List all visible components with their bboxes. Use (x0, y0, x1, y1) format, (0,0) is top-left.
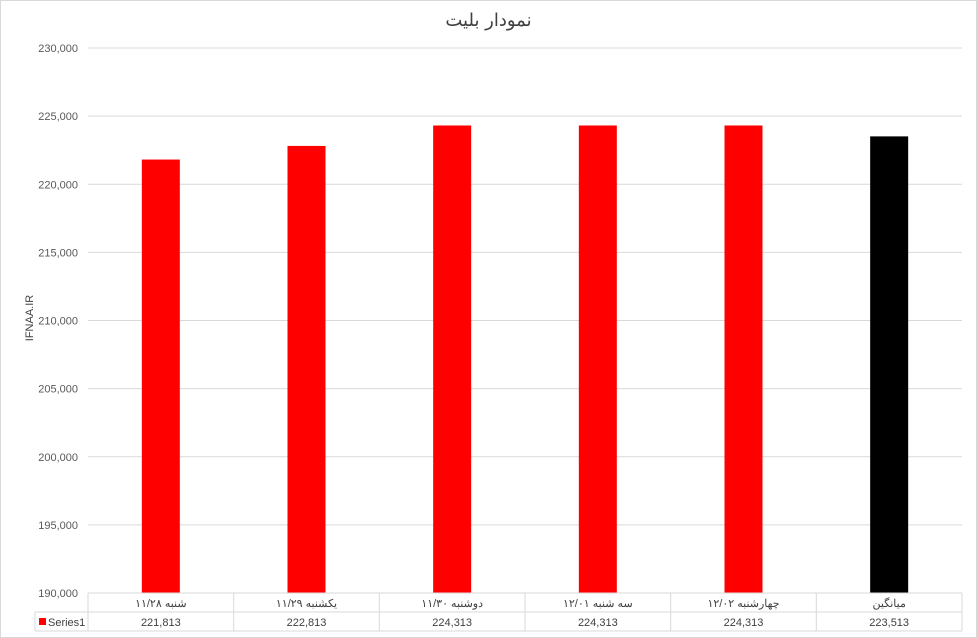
x-category-label: چهارشنبه ۱۲/۰۲ (707, 598, 779, 610)
x-category-label: سه شنبه ۱۲/۰۱ (563, 598, 633, 610)
y-tick-label: 210,000 (38, 316, 78, 328)
chart-title: نمودار بلیت (445, 10, 532, 31)
bar (433, 125, 472, 593)
x-category-label: یکشنبه ۱۱/۲۹ (276, 598, 337, 610)
bar (287, 145, 326, 593)
y-tick-label: 205,000 (38, 384, 78, 396)
y-tick-label: 190,000 (38, 588, 78, 600)
y-tick-label: 200,000 (38, 452, 78, 464)
y-tick-label: 215,000 (38, 247, 78, 259)
data-label: 224,313 (432, 617, 472, 629)
y-tick-label: 195,000 (38, 520, 78, 532)
legend-series-name: Series1 (48, 617, 85, 629)
bar (578, 125, 617, 593)
x-category-label: شنبه ۱۱/۲۸ (135, 598, 187, 610)
y-tick-label: 230,000 (38, 43, 78, 55)
bar (724, 125, 763, 593)
data-label: 221,813 (141, 617, 181, 629)
data-label: 224,313 (578, 617, 618, 629)
data-label: 224,313 (724, 617, 764, 629)
data-label: 223,513 (869, 617, 909, 629)
legend-swatch (39, 618, 46, 625)
y-tick-label: 225,000 (38, 111, 78, 123)
bar (141, 159, 180, 593)
bar (870, 136, 909, 593)
data-label: 222,813 (287, 617, 327, 629)
y-tick-label: 220,000 (38, 179, 78, 191)
x-category-label: میانگین (872, 597, 906, 610)
x-category-label: دوشنبه ۱۱/۳۰ (421, 598, 483, 610)
